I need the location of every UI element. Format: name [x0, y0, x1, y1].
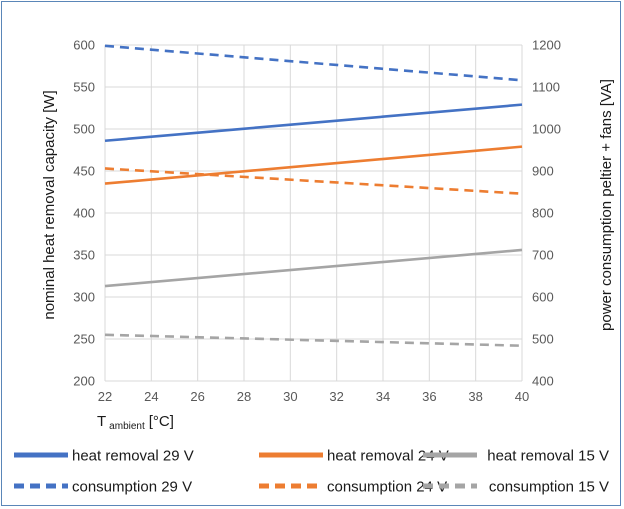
y2-tick-label: 1000	[532, 122, 561, 137]
y2-tick-label: 700	[532, 248, 554, 263]
x-tick-label: 34	[376, 389, 390, 404]
series-line-2	[104, 145, 523, 185]
right-axis-ticks: 400 500 600 700 800 900 1000 1100 1200	[532, 38, 561, 389]
y-tick-label: 200	[73, 374, 95, 389]
y-tick-label: 400	[73, 206, 95, 221]
legend: heat removal 29 V heat removal 24 V heat r…	[14, 448, 609, 496]
x-axis-label-subscript: ambient	[109, 421, 145, 432]
left-axis-ticks: 200 250 300 350 400 450 500 550 600	[73, 38, 95, 389]
y-tick-label: 600	[73, 38, 95, 53]
y-tick-label: 350	[73, 248, 95, 263]
y-axis-label: nominal heat removal capacity [W]	[41, 90, 58, 319]
y2-tick-label: 600	[532, 290, 554, 305]
legend-label-4: consumption 29 V	[72, 479, 192, 496]
series-line-1	[104, 103, 523, 143]
x-tick-label: 36	[422, 389, 436, 404]
series-line-4	[104, 44, 523, 82]
y2-axis-label: power consumption peltier + fans [VA]	[598, 79, 615, 331]
legend-label-2: heat removal 24 V	[327, 448, 449, 465]
legend-label-6: consumption 15 V	[489, 479, 609, 496]
y2-tick-label: 800	[532, 206, 554, 221]
series-line-3	[104, 248, 523, 288]
legend-label-3: heat removal 15 V	[487, 448, 609, 465]
gridlines	[104, 44, 523, 382]
y2-tick-label: 1100	[532, 80, 560, 95]
series-lines	[104, 44, 523, 348]
y-tick-label: 300	[73, 290, 95, 305]
x-tick-label: 40	[515, 389, 529, 404]
y-tick-label: 450	[73, 164, 95, 179]
series-line-6	[104, 333, 523, 348]
legend-label-1: heat removal 29 V	[72, 448, 194, 465]
x-tick-label: 38	[468, 389, 482, 404]
y2-tick-label: 400	[532, 374, 554, 389]
legend-label-5: consumption 24 V	[327, 479, 447, 496]
series-line-5	[104, 167, 523, 195]
x-tick-label: 24	[144, 389, 158, 404]
y-tick-label: 500	[73, 122, 95, 137]
y-tick-label: 250	[73, 332, 95, 347]
x-tick-label: 22	[98, 389, 112, 404]
y2-tick-label: 500	[532, 332, 554, 347]
x-axis-ticks: 22 24 26 28 30 32 34 36 38 40	[98, 389, 529, 404]
x-axis-label-unit: [°C]	[149, 413, 174, 430]
x-tick-label: 26	[190, 389, 204, 404]
x-tick-label: 30	[283, 389, 297, 404]
y2-tick-label: 1200	[532, 38, 561, 53]
x-tick-label: 32	[329, 389, 343, 404]
x-axis-label-main: T	[97, 413, 106, 430]
y-tick-label: 550	[73, 80, 95, 95]
x-tick-label: 28	[237, 389, 251, 404]
y2-tick-label: 900	[532, 164, 554, 179]
